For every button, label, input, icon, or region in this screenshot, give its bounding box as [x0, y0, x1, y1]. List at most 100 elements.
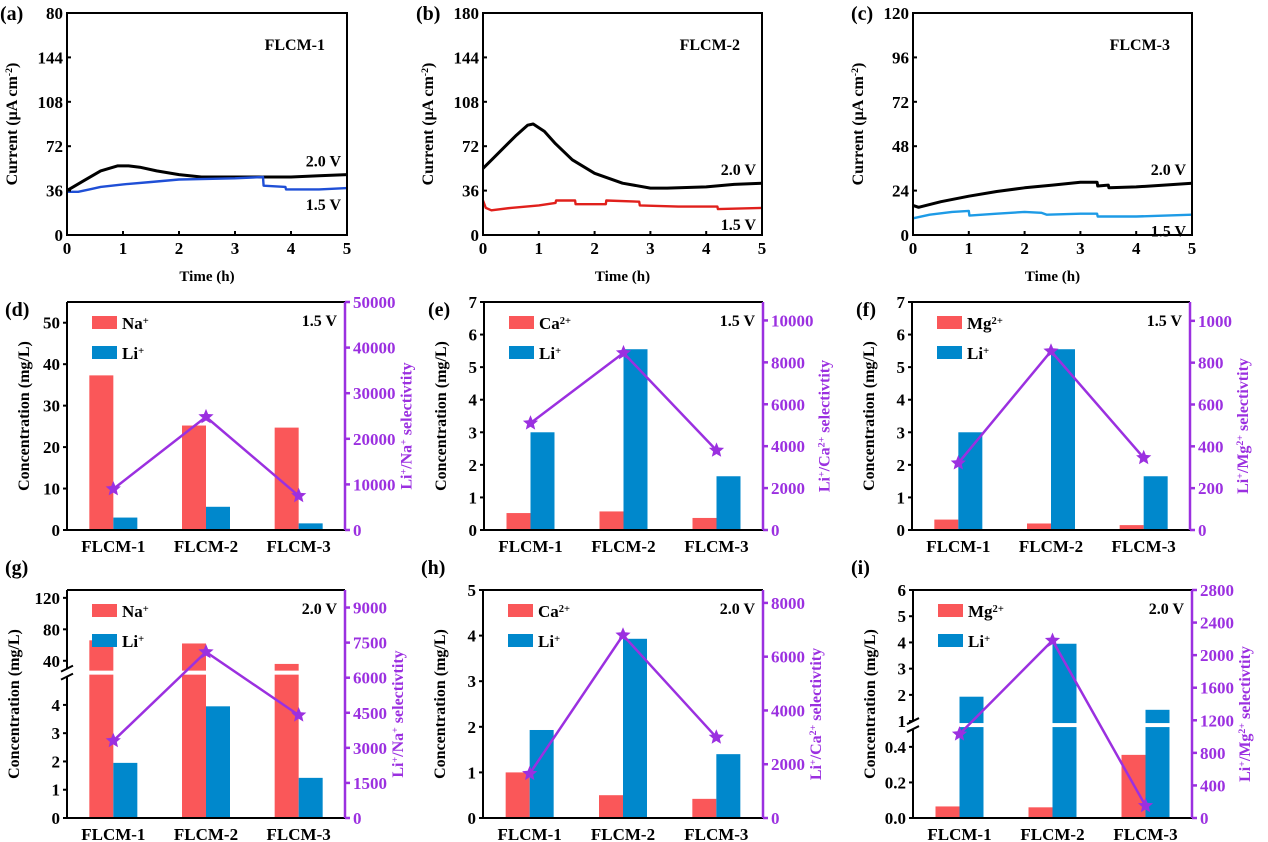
plot-frame: [66, 12, 348, 236]
series-label-1-5v: 1.5 V: [721, 217, 757, 234]
superscript: 2+: [992, 316, 1003, 327]
text-run: Li: [122, 344, 138, 363]
y2-axis-label: Li+/Ca2+ selectivtity: [808, 648, 826, 780]
legend-swatch-li: [937, 346, 962, 359]
legend-swatch-li: [92, 346, 117, 359]
text-run: Concentration (mg/L): [6, 629, 23, 779]
bar-li-flcm-2: [623, 638, 647, 818]
x-category-label: FLCM-1: [81, 825, 145, 842]
text-run: Li: [390, 762, 407, 778]
legend-swatch-other: [937, 316, 962, 329]
bar-other-flcm-1: [934, 519, 959, 530]
legend-label: Li+: [122, 344, 144, 363]
x-category-label: FLCM-2: [1019, 537, 1083, 556]
selectivity-marker-flcm-3: [708, 442, 725, 457]
y-axis-label: Concentration (mg/L): [861, 341, 878, 491]
superscript: 2+: [993, 604, 1004, 615]
y-tick-label: 5: [469, 358, 478, 377]
y2-axis-label: Li+/Ca2+ selectivtity: [816, 360, 834, 492]
x-tick-label: 4: [1132, 239, 1141, 258]
x-category-label: FLCM-2: [174, 825, 238, 842]
text-run: selectivtity: [1237, 646, 1254, 723]
series-line-15v: [481, 199, 763, 212]
y2-tick-label: 6000: [771, 395, 805, 414]
y2-tick-label: 1500: [353, 774, 387, 793]
x-tick-label: 2: [1020, 239, 1029, 258]
x-axis-label: Time (h): [179, 269, 234, 285]
y-tick-label: 50: [43, 314, 60, 333]
x-tick-label: 5: [758, 239, 767, 258]
x-tick-label: 1: [535, 239, 544, 258]
y-tick-label: 4: [52, 696, 61, 715]
y2-tick-label: 800: [1200, 744, 1226, 763]
superscript: +: [138, 346, 144, 357]
x-category-label: FLCM-2: [591, 537, 655, 556]
y-tick-label: 80: [46, 4, 63, 23]
text-run: Li: [967, 344, 983, 363]
bar-other-flcm-2: [1027, 523, 1051, 530]
text-run: Li: [817, 476, 834, 492]
y-tick-label: 3: [468, 672, 477, 691]
y2-tick-label: 7500: [353, 634, 387, 653]
plot-frame: [482, 12, 763, 236]
y-tick-label: 3: [898, 660, 907, 679]
text-run: /Ca: [817, 447, 834, 472]
text-run: Li: [968, 632, 984, 651]
x-category-label: FLCM-1: [927, 825, 991, 842]
y-tick-label: 0: [901, 226, 910, 245]
text-run: Mg: [968, 602, 993, 621]
text-run: Li: [399, 474, 416, 490]
y2-tick-label: 1200: [1200, 711, 1234, 730]
legend-swatch-li: [509, 346, 534, 359]
superscript: +: [143, 316, 149, 327]
text-run: Concentration (mg/L): [433, 341, 450, 491]
y2-tick-label: 1600: [1200, 679, 1234, 698]
bar-li-flcm-2: [623, 349, 648, 530]
x-tick-label: 1: [119, 239, 128, 258]
y-tick-label: 4: [897, 391, 906, 410]
y-axis-label: Concentration (mg/L): [433, 341, 450, 491]
y2-tick-label: 40000: [353, 339, 396, 358]
y2-tick-label: 2800: [1200, 581, 1234, 600]
series-label-2v: 2.0 V: [306, 154, 342, 171]
voltage-label: 1.5 V: [302, 313, 338, 330]
superscript: +: [816, 471, 827, 477]
y2-tick-label: 9000: [353, 599, 387, 618]
bar-other-flcm-3: [274, 663, 299, 818]
voltage-label: 2.0 V: [1149, 601, 1185, 618]
bar-li-flcm-1: [113, 762, 138, 818]
text-run: /Na: [390, 733, 407, 758]
y-tick-label: 0: [52, 521, 61, 540]
panel-f: 0 1 2 3 4 5 6 7 0 200 400 600 800 1000 FLCM-1 FLCM-2 FLC…: [856, 293, 1252, 556]
legend-swatch-other: [509, 316, 534, 329]
y-axis-label: Concentration (mg/L): [16, 341, 33, 491]
bar-other-flcm-3: [692, 517, 717, 530]
y2-tick-label: 2000: [771, 479, 805, 498]
y2-tick-label: 800: [1198, 354, 1224, 373]
y-tick-label: 108: [38, 93, 64, 112]
x-tick-label: 0: [479, 239, 488, 258]
y-tick-label: 80: [43, 620, 60, 639]
superscript: 2+: [1235, 435, 1246, 446]
x-category-label: FLCM-1: [81, 537, 145, 556]
y-tick-label: 24: [892, 182, 910, 201]
text-run: Na: [122, 602, 143, 621]
y-tick-label: 3: [897, 423, 906, 442]
y2-tick-label: 600: [1198, 395, 1224, 414]
y-tick-label: 20: [43, 438, 60, 457]
superscript: 2+: [816, 436, 827, 447]
bar-li-flcm-3: [716, 476, 741, 530]
selectivity-marker-flcm-3: [291, 707, 307, 722]
voltage-label: 2.0 V: [720, 601, 756, 618]
bar-other-flcm-2: [182, 425, 206, 530]
panel-label: (b): [416, 3, 440, 25]
y-tick-label: 120: [35, 589, 61, 608]
y-tick-label: 5: [897, 358, 906, 377]
superscript: -2: [4, 68, 15, 76]
axis-break-mark: [60, 664, 74, 681]
y-tick-label: 10: [43, 480, 60, 499]
legend-label: Li+: [967, 344, 989, 363]
legend-label: Na+: [122, 314, 149, 333]
y2-tick-label: 3000: [353, 739, 387, 758]
y-tick-label: 3: [469, 423, 478, 442]
